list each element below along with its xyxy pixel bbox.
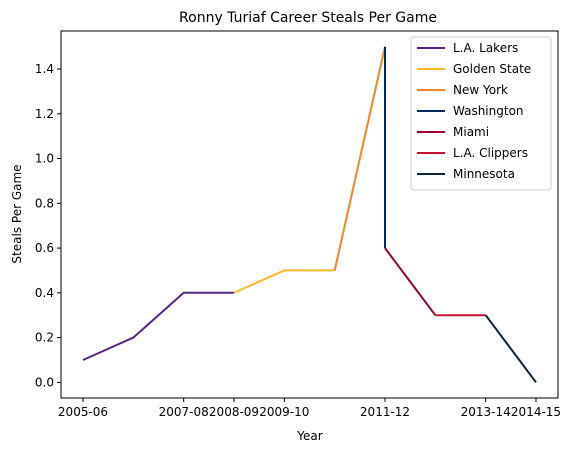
y-tick-label: 0.0: [35, 375, 54, 389]
series-line-0: [82, 291, 234, 361]
x-tick-label: 2007-08: [159, 405, 209, 419]
y-tick-label: 0.8: [35, 196, 54, 210]
x-axis: 2005-06 2007-08 2008-09 2009-10 2011-12 2013-…: [58, 398, 561, 419]
legend-label: L.A. Lakers: [453, 41, 518, 55]
x-tick-label: 2008-09: [209, 405, 259, 419]
y-axis-label: Steals Per Game: [10, 164, 24, 263]
legend-label: Golden State: [453, 62, 531, 76]
legend-box: [410, 36, 552, 191]
plot-frame: [60, 30, 559, 399]
y-tick-label: 0.2: [35, 331, 54, 345]
legend-label: Minnesota: [453, 167, 515, 181]
legend-label: Miami: [453, 125, 489, 139]
y-axis: 0.0 0.2 0.4 0.6 0.8 1.0 1.2 1.4: [35, 62, 61, 389]
y-tick-label: 1.4: [35, 62, 54, 76]
y-tick-label: 0.4: [35, 286, 54, 300]
x-axis-label: Year: [296, 429, 322, 443]
legend-label: L.A. Clippers: [453, 146, 528, 160]
series-line-1: [233, 269, 335, 294]
legend-label: New York: [453, 83, 508, 97]
chart-title: Ronny Turiaf Career Steals Per Game: [179, 10, 437, 26]
x-tick-label: 2014-15: [511, 405, 561, 419]
x-tick-label: 2013-14: [461, 405, 511, 419]
series-line-4: [384, 247, 437, 316]
x-tick-label: 2011-12: [360, 405, 410, 419]
series-line-6: [484, 314, 537, 383]
plot-lines: [82, 46, 537, 383]
legend-label: Washington: [453, 104, 524, 118]
y-tick-label: 1.2: [35, 107, 54, 121]
series-line-2: [333, 46, 386, 271]
legend: L.A. Lakers Golden State New York Washingto…: [410, 36, 552, 191]
y-tick-label: 0.6: [35, 241, 54, 255]
y-tick-label: 1.0: [35, 152, 54, 166]
x-tick-label: 2005-06: [58, 405, 108, 419]
x-tick-label: 2009-10: [259, 405, 309, 419]
